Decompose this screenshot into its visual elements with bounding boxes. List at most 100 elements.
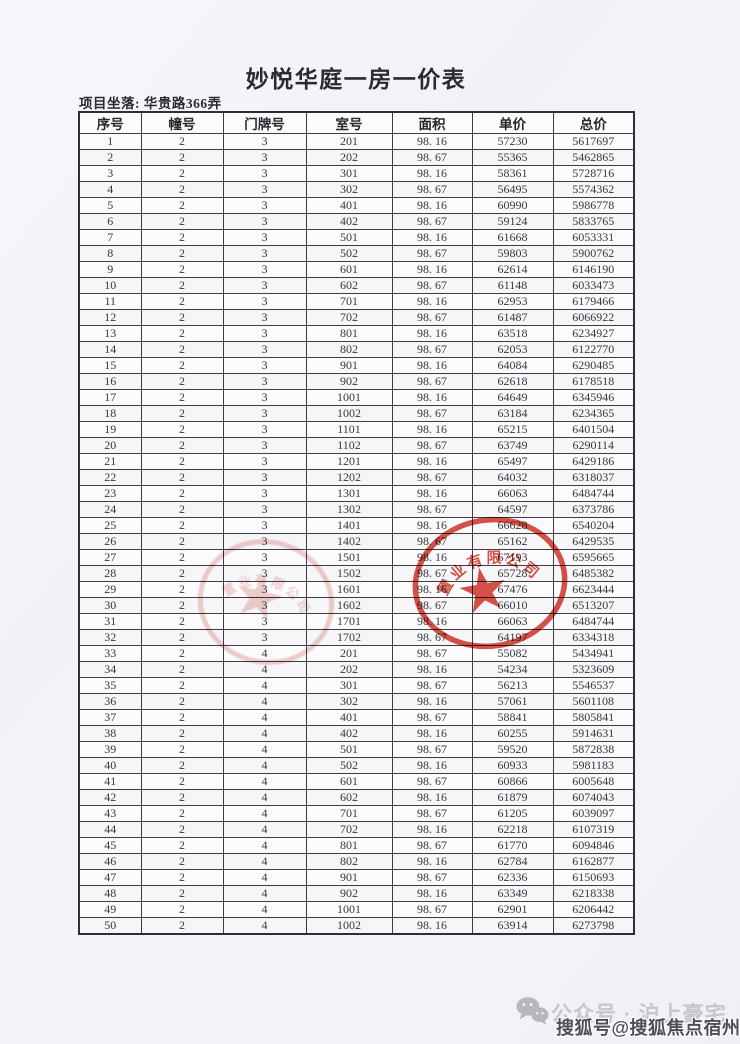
header-unit-price: 单价 xyxy=(471,111,554,134)
table-cell: 2 xyxy=(140,885,224,902)
table-cell: 3 xyxy=(222,629,307,646)
table-cell: 3 xyxy=(222,389,307,406)
table-cell: 501 xyxy=(305,229,393,246)
table-cell: 5728716 xyxy=(552,165,635,182)
table-row: 10 2 3 602 98. 67 61148 6033473 xyxy=(78,277,635,294)
table-cell: 6513207 xyxy=(552,597,635,614)
table-cell: 3 xyxy=(222,453,307,470)
table-cell: 15 xyxy=(78,357,142,374)
table-cell: 61148 xyxy=(471,277,554,294)
table-cell: 98. 16 xyxy=(391,581,473,598)
table-cell: 501 xyxy=(305,741,393,758)
table-cell: 2 xyxy=(140,837,224,854)
table-cell: 98. 67 xyxy=(391,533,473,550)
table-cell: 2 xyxy=(140,453,224,470)
table-cell: 2 xyxy=(140,725,224,742)
table-row: 22 2 3 1202 98. 67 64032 6318037 xyxy=(78,469,635,486)
table-cell: 402 xyxy=(305,213,393,230)
table-cell: 18 xyxy=(78,405,142,422)
table-cell: 57061 xyxy=(471,693,554,710)
table-cell: 60866 xyxy=(471,773,554,790)
table-cell: 1402 xyxy=(305,533,393,550)
table-cell: 2 xyxy=(140,149,224,166)
table-cell: 55082 xyxy=(471,645,554,662)
table-cell: 302 xyxy=(305,181,393,198)
table-cell: 2 xyxy=(140,341,224,358)
table-cell: 1302 xyxy=(305,501,393,518)
table-cell: 2 xyxy=(140,437,224,454)
table-cell: 59124 xyxy=(471,213,554,230)
table-cell: 2 xyxy=(140,533,224,550)
table-cell: 64597 xyxy=(471,501,554,518)
table-cell: 98. 67 xyxy=(391,709,473,726)
table-cell: 61487 xyxy=(471,309,554,326)
table-cell: 2 xyxy=(140,517,224,534)
table-cell: 901 xyxy=(305,869,393,886)
table-cell: 2 xyxy=(140,581,224,598)
table-cell: 64649 xyxy=(471,389,554,406)
table-row: 6 2 3 402 98. 67 59124 5833765 xyxy=(78,213,635,230)
table-cell: 2 xyxy=(140,485,224,502)
table-cell: 98. 16 xyxy=(391,693,473,710)
table-cell: 63914 xyxy=(471,917,554,935)
table-cell: 6334318 xyxy=(552,629,635,646)
table-cell: 702 xyxy=(305,309,393,326)
table-cell: 98. 67 xyxy=(391,309,473,326)
table-row: 43 2 4 701 98. 67 61205 6039097 xyxy=(78,805,635,822)
table-cell: 2 xyxy=(140,293,224,310)
table-cell: 24 xyxy=(78,501,142,518)
table-cell: 2 xyxy=(140,661,224,678)
price-table: 序号 幢号 门牌号 室号 面积 单价 总价 1 2 3 201 98. 16 57230 5… xyxy=(78,111,635,935)
table-cell: 602 xyxy=(305,789,393,806)
table-cell: 902 xyxy=(305,373,393,390)
table-cell: 8 xyxy=(78,245,142,262)
table-cell: 1602 xyxy=(305,597,393,614)
table-cell: 98. 16 xyxy=(391,197,473,214)
table-cell: 98. 16 xyxy=(391,789,473,806)
table-cell: 98. 16 xyxy=(391,133,473,150)
table-cell: 12 xyxy=(78,309,142,326)
table-cell: 2 xyxy=(140,165,224,182)
table-cell: 67476 xyxy=(471,581,554,598)
table-cell: 98. 16 xyxy=(391,661,473,678)
table-cell: 4 xyxy=(222,853,307,870)
table-cell: 98. 67 xyxy=(391,341,473,358)
table-cell: 63349 xyxy=(471,885,554,902)
table-row: 42 2 4 602 98. 16 61879 6074043 xyxy=(78,789,635,806)
table-cell: 3 xyxy=(222,197,307,214)
table-cell: 3 xyxy=(222,165,307,182)
table-cell: 4 xyxy=(222,885,307,902)
table-cell: 202 xyxy=(305,149,393,166)
table-cell: 3 xyxy=(222,261,307,278)
table-row: 12 2 3 702 98. 67 61487 6066922 xyxy=(78,309,635,326)
table-cell: 2 xyxy=(140,229,224,246)
table-cell: 5981183 xyxy=(552,757,635,774)
table-cell: 62053 xyxy=(471,341,554,358)
table-cell: 4 xyxy=(222,725,307,742)
table-cell: 62784 xyxy=(471,853,554,870)
table-cell: 3 xyxy=(222,213,307,230)
table-cell: 98. 67 xyxy=(391,805,473,822)
table-cell: 6005648 xyxy=(552,773,635,790)
table-cell: 98. 67 xyxy=(391,245,473,262)
table-cell: 502 xyxy=(305,757,393,774)
table-row: 4 2 3 302 98. 67 56495 5574362 xyxy=(78,181,635,198)
table-cell: 62336 xyxy=(471,869,554,886)
table-cell: 4 xyxy=(222,869,307,886)
table-cell: 98. 67 xyxy=(391,677,473,694)
table-row: 45 2 4 801 98. 67 61770 6094846 xyxy=(78,837,635,854)
table-cell: 3 xyxy=(222,501,307,518)
table-cell: 35 xyxy=(78,677,142,694)
table-cell: 602 xyxy=(305,277,393,294)
table-cell: 6290114 xyxy=(552,437,635,454)
table-cell: 2 xyxy=(140,373,224,390)
table-cell: 901 xyxy=(305,357,393,374)
table-cell: 3 xyxy=(222,469,307,486)
table-cell: 98. 16 xyxy=(391,453,473,470)
table-cell: 6066922 xyxy=(552,309,635,326)
table-cell: 66628 xyxy=(471,517,554,534)
table-row: 17 2 3 1001 98. 16 64649 6345946 xyxy=(78,389,635,406)
table-cell: 62901 xyxy=(471,901,554,918)
table-row: 40 2 4 502 98. 16 60933 5981183 xyxy=(78,757,635,774)
table-row: 1 2 3 201 98. 16 57230 5617697 xyxy=(78,133,635,150)
